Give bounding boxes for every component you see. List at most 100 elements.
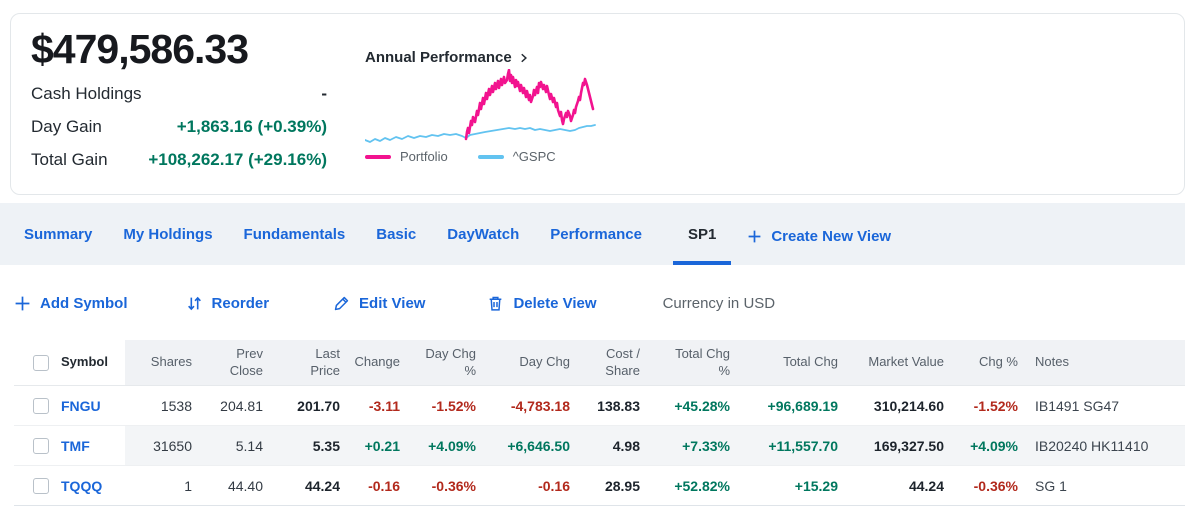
change-value: -3.11 [368,397,400,414]
add-symbol-label: Add Symbol [40,294,128,312]
pencil-icon [334,296,349,310]
annual-performance-link[interactable]: Annual Performance [365,49,597,66]
reorder-button[interactable]: Reorder [186,295,269,312]
chg-pct-value: -0.36% [973,477,1018,494]
portfolio-total-value: $479,586.33 [31,26,249,72]
tab-daywatch[interactable]: DayWatch [447,225,520,243]
market-value-value: 310,214.60 [873,397,944,414]
row-checkbox-fngu[interactable] [33,397,49,414]
chg-pct-value: +4.09% [970,437,1018,454]
cost-share-value: 28.95 [604,477,640,494]
symbol-link-tqqq[interactable]: TQQQ [61,477,103,494]
total-chg-pct-value: +52.82% [674,477,730,494]
view-tabs-bar: Summary My Holdings Fundamentals Basic D… [0,203,1185,265]
day-chg-pct-value: -1.52% [431,397,476,414]
change-value: +0.21 [364,437,400,454]
chart-legend: Portfolio ^GSPC [365,149,597,164]
day-chg-pct-value: +4.09% [428,437,476,454]
performance-sparkline [365,69,596,143]
last-price-value: 44.24 [304,477,340,494]
chart-title: Annual Performance [365,49,512,66]
cash-holdings-row: Cash Holdings - [31,84,327,104]
market-value-value: 44.24 [908,477,944,494]
day-chg-value: -0.16 [538,477,570,494]
create-new-view-label: Create New View [771,227,892,245]
header-chg-pct[interactable]: Chg % [978,354,1018,370]
delete-view-label: Delete View [513,294,597,312]
notes-value: SG 1 [1035,477,1067,494]
symbol-link-fngu[interactable]: FNGU [61,397,101,414]
legend-item-gspc: ^GSPC [477,149,556,164]
header-total-chg[interactable]: Total Chg [783,354,838,370]
chevron-right-icon [520,53,527,62]
tab-sp1-active[interactable]: SP1 [672,203,732,265]
tab-my-holdings[interactable]: My Holdings [123,225,213,243]
chg-pct-value: -1.52% [973,397,1018,414]
edit-view-button[interactable]: Edit View [333,295,425,312]
cash-holdings-value: - [321,84,327,104]
shares-value: 1538 [160,397,192,414]
header-total-chg-pct[interactable]: Total Chg % [675,346,730,378]
table-row-fngu: FNGU 1538 204.81 201.70 -3.11 -1.52% -4,… [14,386,1185,426]
shares-value: 31650 [153,437,192,454]
table-row-tmf: TMF 31650 5.14 5.35 +0.21 +4.09% +6,646.… [14,426,1185,466]
row-checkbox-tmf[interactable] [33,437,49,454]
total-chg-value: +96,689.19 [767,397,838,414]
day-chg-value: -4,783.18 [510,397,570,414]
last-price-value: 5.35 [312,437,340,454]
day-chg-value: +6,646.50 [507,437,570,454]
total-chg-value: +11,557.70 [768,437,838,454]
plus-icon [748,230,761,242]
header-day-chg[interactable]: Day Chg [519,354,570,370]
market-value-value: 169,327.50 [873,437,944,454]
prev-close-value: 5.14 [235,437,263,454]
cost-share-value: 4.98 [612,437,640,454]
day-chg-pct-value: -0.36% [431,477,476,494]
tab-basic[interactable]: Basic [376,225,417,243]
header-shares[interactable]: Shares [150,354,192,370]
add-symbol-button[interactable]: Add Symbol [14,295,128,312]
header-cost-share[interactable]: Cost / Share [605,346,640,378]
total-chg-value: +15.29 [794,477,838,494]
header-change[interactable]: Change [354,354,400,370]
tab-fundamentals[interactable]: Fundamentals [243,225,346,243]
annual-performance-chart: Annual Performance Portfolio ^GSPC [365,28,597,194]
header-day-chg-pct[interactable]: Day Chg % [425,346,476,378]
day-gain-label: Day Gain [31,117,102,137]
header-market-value[interactable]: Market Value [868,354,944,370]
currency-indicator: Currency in USD [662,294,776,312]
portfolio-line [464,69,595,141]
holdings-table: Symbol Shares Prev Close Last Price Chan… [14,340,1185,506]
symbol-cell: FNGU [14,397,125,414]
header-prev-close[interactable]: Prev Close [229,346,263,378]
notes-value: IB1491 SG47 [1035,397,1120,414]
row-checkbox-tqqq[interactable] [33,477,49,494]
symbol-link-tmf[interactable]: TMF [61,437,90,454]
trash-icon [490,296,502,311]
create-new-view-button[interactable]: Create New View [747,203,891,265]
last-price-value: 201.70 [297,397,340,414]
gspc-line [365,124,596,143]
tab-performance[interactable]: Performance [550,225,642,243]
portfolio-toolbar: Add Symbol Reorder Edit View Delete View… [14,285,1174,321]
header-last-price[interactable]: Last Price [310,346,340,378]
total-gain-row: Total Gain +108,262.17 (+29.16%) [31,150,327,170]
portfolio-legend-dash [365,154,391,159]
total-gain-label: Total Gain [31,150,108,170]
edit-view-label: Edit View [359,294,426,312]
delete-view-button[interactable]: Delete View [487,294,597,312]
header-symbol[interactable]: Symbol [14,354,125,371]
symbol-cell: TMF [14,437,125,454]
prev-close-value: 204.81 [220,397,263,414]
prev-close-value: 44.40 [227,477,263,494]
gspc-legend-dash [477,154,504,159]
portfolio-summary-card: $479,586.33 Cash Holdings - Day Gain +1,… [10,13,1185,195]
select-all-checkbox[interactable] [33,354,49,371]
cash-holdings-label: Cash Holdings [31,84,142,104]
legend-item-portfolio: Portfolio [365,149,448,164]
tab-summary[interactable]: Summary [24,225,93,243]
total-chg-pct-value: +45.28% [674,397,730,414]
reorder-arrows-icon [187,296,201,310]
header-notes[interactable]: Notes [1035,354,1069,370]
portfolio-legend-label: Portfolio [400,149,448,164]
